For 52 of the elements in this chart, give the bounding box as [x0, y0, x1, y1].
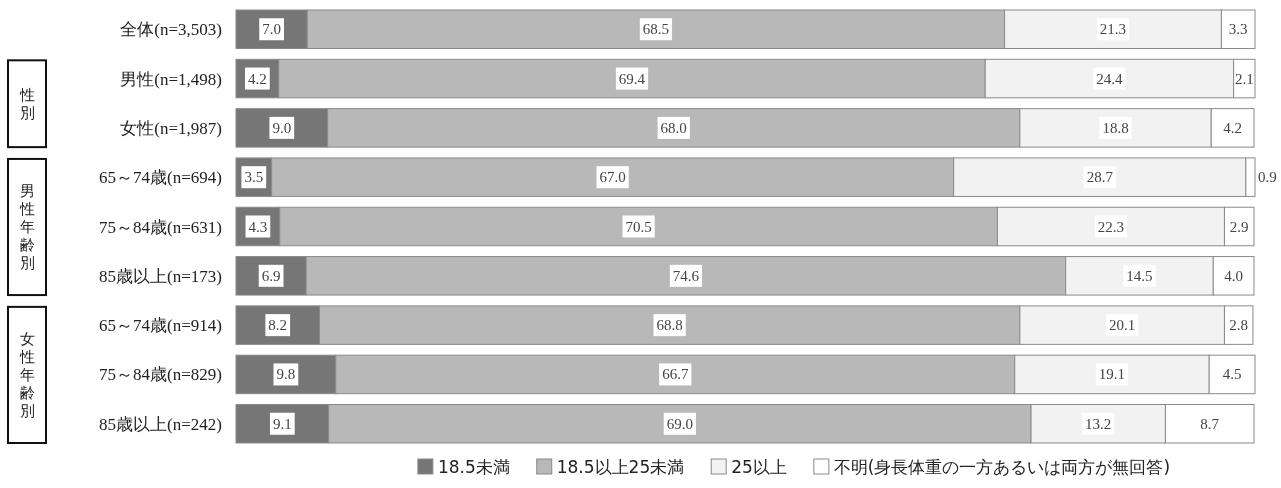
data-label: 2.9 [1229, 218, 1249, 235]
data-label: 3.5 [244, 169, 264, 186]
data-label: 4.2 [1223, 119, 1242, 136]
y-tick-label: 全体(n=3,503) [120, 20, 222, 40]
data-label: 8.7 [1200, 415, 1220, 432]
group-label-box: 女性年齢別 [7, 305, 47, 444]
legend-label: 18.5未満 [437, 457, 510, 477]
legend-label: 25以上 [731, 457, 787, 477]
legend-label: 18.5以上25未満 [556, 457, 685, 477]
data-label: 4.3 [248, 218, 268, 235]
data-label: 9.8 [276, 366, 296, 383]
data-label: 70.5 [625, 218, 652, 235]
y-tick-label: 85歳以上(n=173) [99, 266, 222, 286]
y-tick-label: 65～74歳(n=914) [99, 316, 222, 336]
data-label: 74.6 [672, 267, 700, 284]
group-label-box: 性別 [7, 59, 47, 149]
data-label: 21.3 [1099, 21, 1127, 38]
y-tick-label: 85歳以上(n=242) [99, 414, 222, 434]
group-label-box: 男性年齢別 [7, 157, 47, 297]
legend-label: 不明(身長体重の一方あるいは両方が無回答) [833, 457, 1171, 477]
data-label: 67.0 [599, 169, 626, 186]
data-label: 13.2 [1085, 415, 1112, 432]
data-label: 2.1 [1234, 70, 1254, 87]
y-tick-label: 65～74歳(n=694) [99, 168, 222, 188]
data-label: 18.8 [1102, 119, 1129, 136]
data-label: 4.0 [1224, 267, 1243, 284]
data-label: 9.0 [272, 119, 292, 136]
data-label: 14.5 [1126, 267, 1153, 284]
data-label: 0.9 [1258, 169, 1277, 186]
data-label: 7.0 [262, 21, 281, 38]
y-tick-label: 女性(n=1,987) [120, 118, 222, 138]
data-label: 9.1 [272, 415, 292, 432]
data-label: 4.2 [248, 70, 267, 87]
y-tick-label: 75～84歳(n=829) [99, 365, 222, 385]
data-label: 19.1 [1098, 366, 1126, 383]
data-label: 68.8 [656, 317, 683, 334]
data-label: 3.3 [1228, 21, 1248, 38]
data-label: 6.9 [261, 267, 281, 284]
y-tick-label: 男性(n=1,498) [120, 69, 222, 89]
data-label: 8.2 [268, 317, 288, 334]
data-label: 66.7 [662, 366, 689, 383]
data-label: 69.0 [666, 415, 693, 432]
data-label: 2.8 [1229, 317, 1249, 334]
data-label: 69.4 [618, 70, 646, 87]
data-label: 24.4 [1096, 70, 1124, 87]
data-label: 20.1 [1109, 317, 1136, 334]
y-tick-label: 75～84歳(n=631) [99, 217, 222, 237]
data-label: 68.0 [660, 119, 687, 136]
data-label: 4.5 [1222, 366, 1242, 383]
data-label: 28.7 [1086, 169, 1114, 186]
data-label: 68.5 [642, 21, 670, 38]
data-label: 22.3 [1097, 218, 1125, 235]
